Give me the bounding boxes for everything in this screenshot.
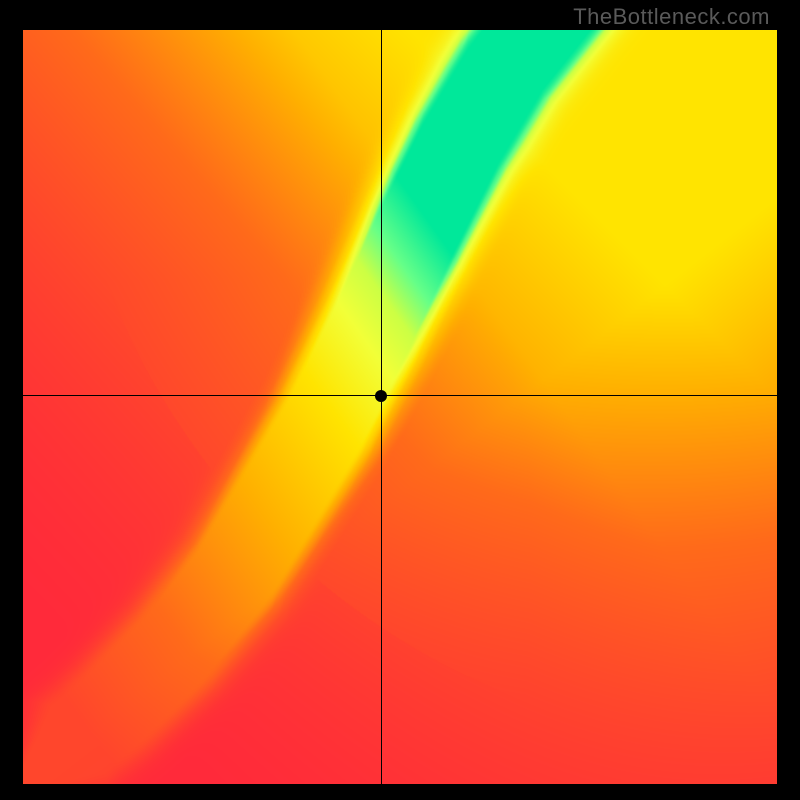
- heatmap-canvas: [23, 30, 777, 784]
- crosshair-dot: [375, 390, 387, 402]
- crosshair-vertical: [381, 30, 382, 784]
- crosshair-horizontal: [23, 395, 777, 396]
- watermark-text: TheBottleneck.com: [573, 4, 770, 30]
- heatmap-plot: [23, 30, 777, 784]
